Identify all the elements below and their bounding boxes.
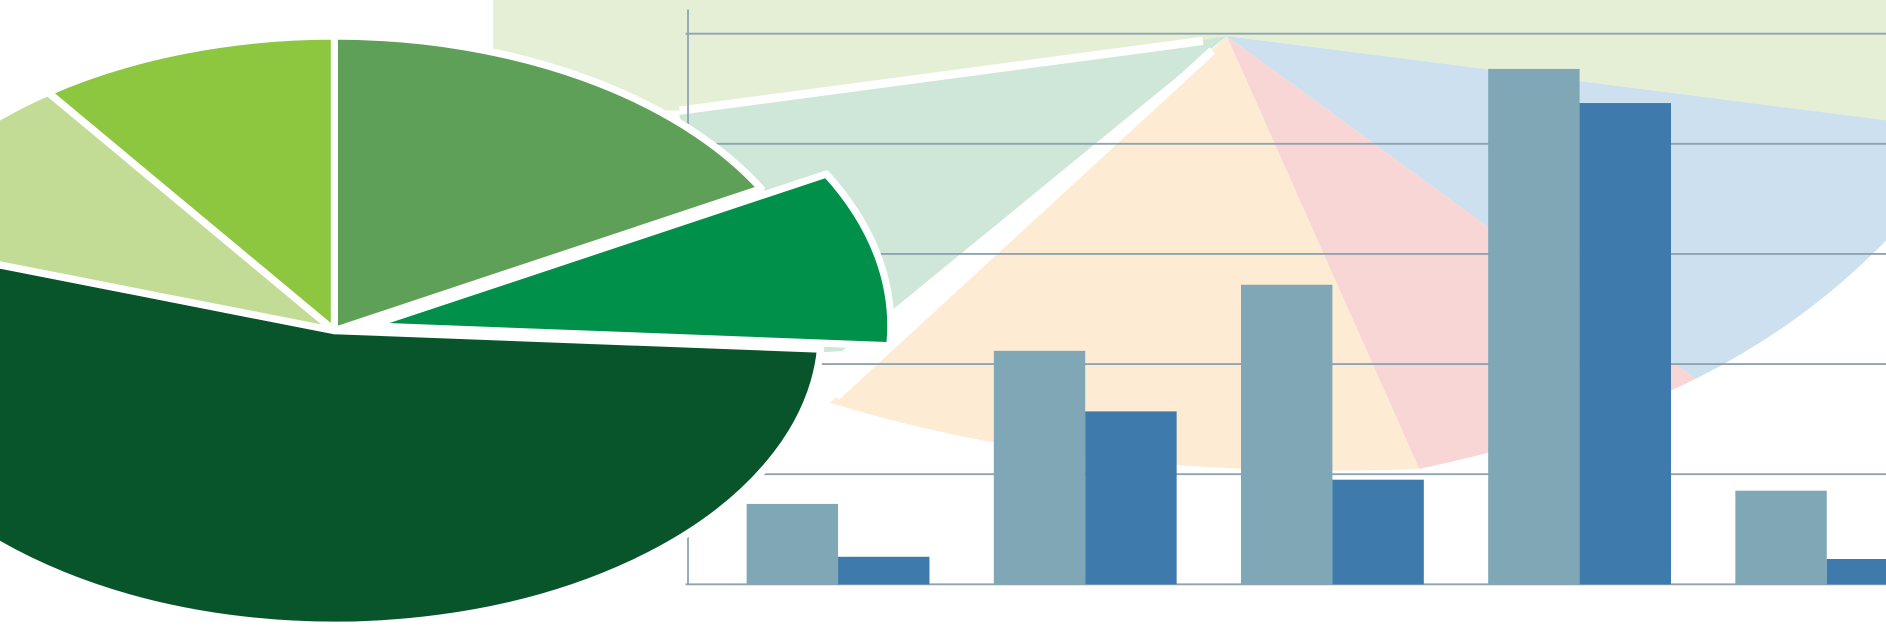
bar xyxy=(1488,68,1580,585)
pie-slice xyxy=(0,261,825,629)
backdrop-band xyxy=(493,0,1886,121)
bar xyxy=(1735,490,1827,585)
bar-chart xyxy=(685,9,1886,586)
pie-slice xyxy=(44,32,338,335)
pie-slice xyxy=(0,88,338,335)
bar xyxy=(1826,558,1886,585)
bar xyxy=(838,556,930,585)
pie-slice xyxy=(330,32,765,335)
pie-chart xyxy=(0,32,895,629)
pie-slice xyxy=(365,170,895,350)
bar xyxy=(1085,411,1177,585)
backdrop-divider xyxy=(679,36,1204,115)
bar xyxy=(1332,479,1424,585)
bar xyxy=(1240,284,1333,585)
backdrop-divider xyxy=(833,47,1216,400)
bar xyxy=(746,503,839,585)
bar xyxy=(1579,103,1671,585)
bar xyxy=(993,350,1086,585)
